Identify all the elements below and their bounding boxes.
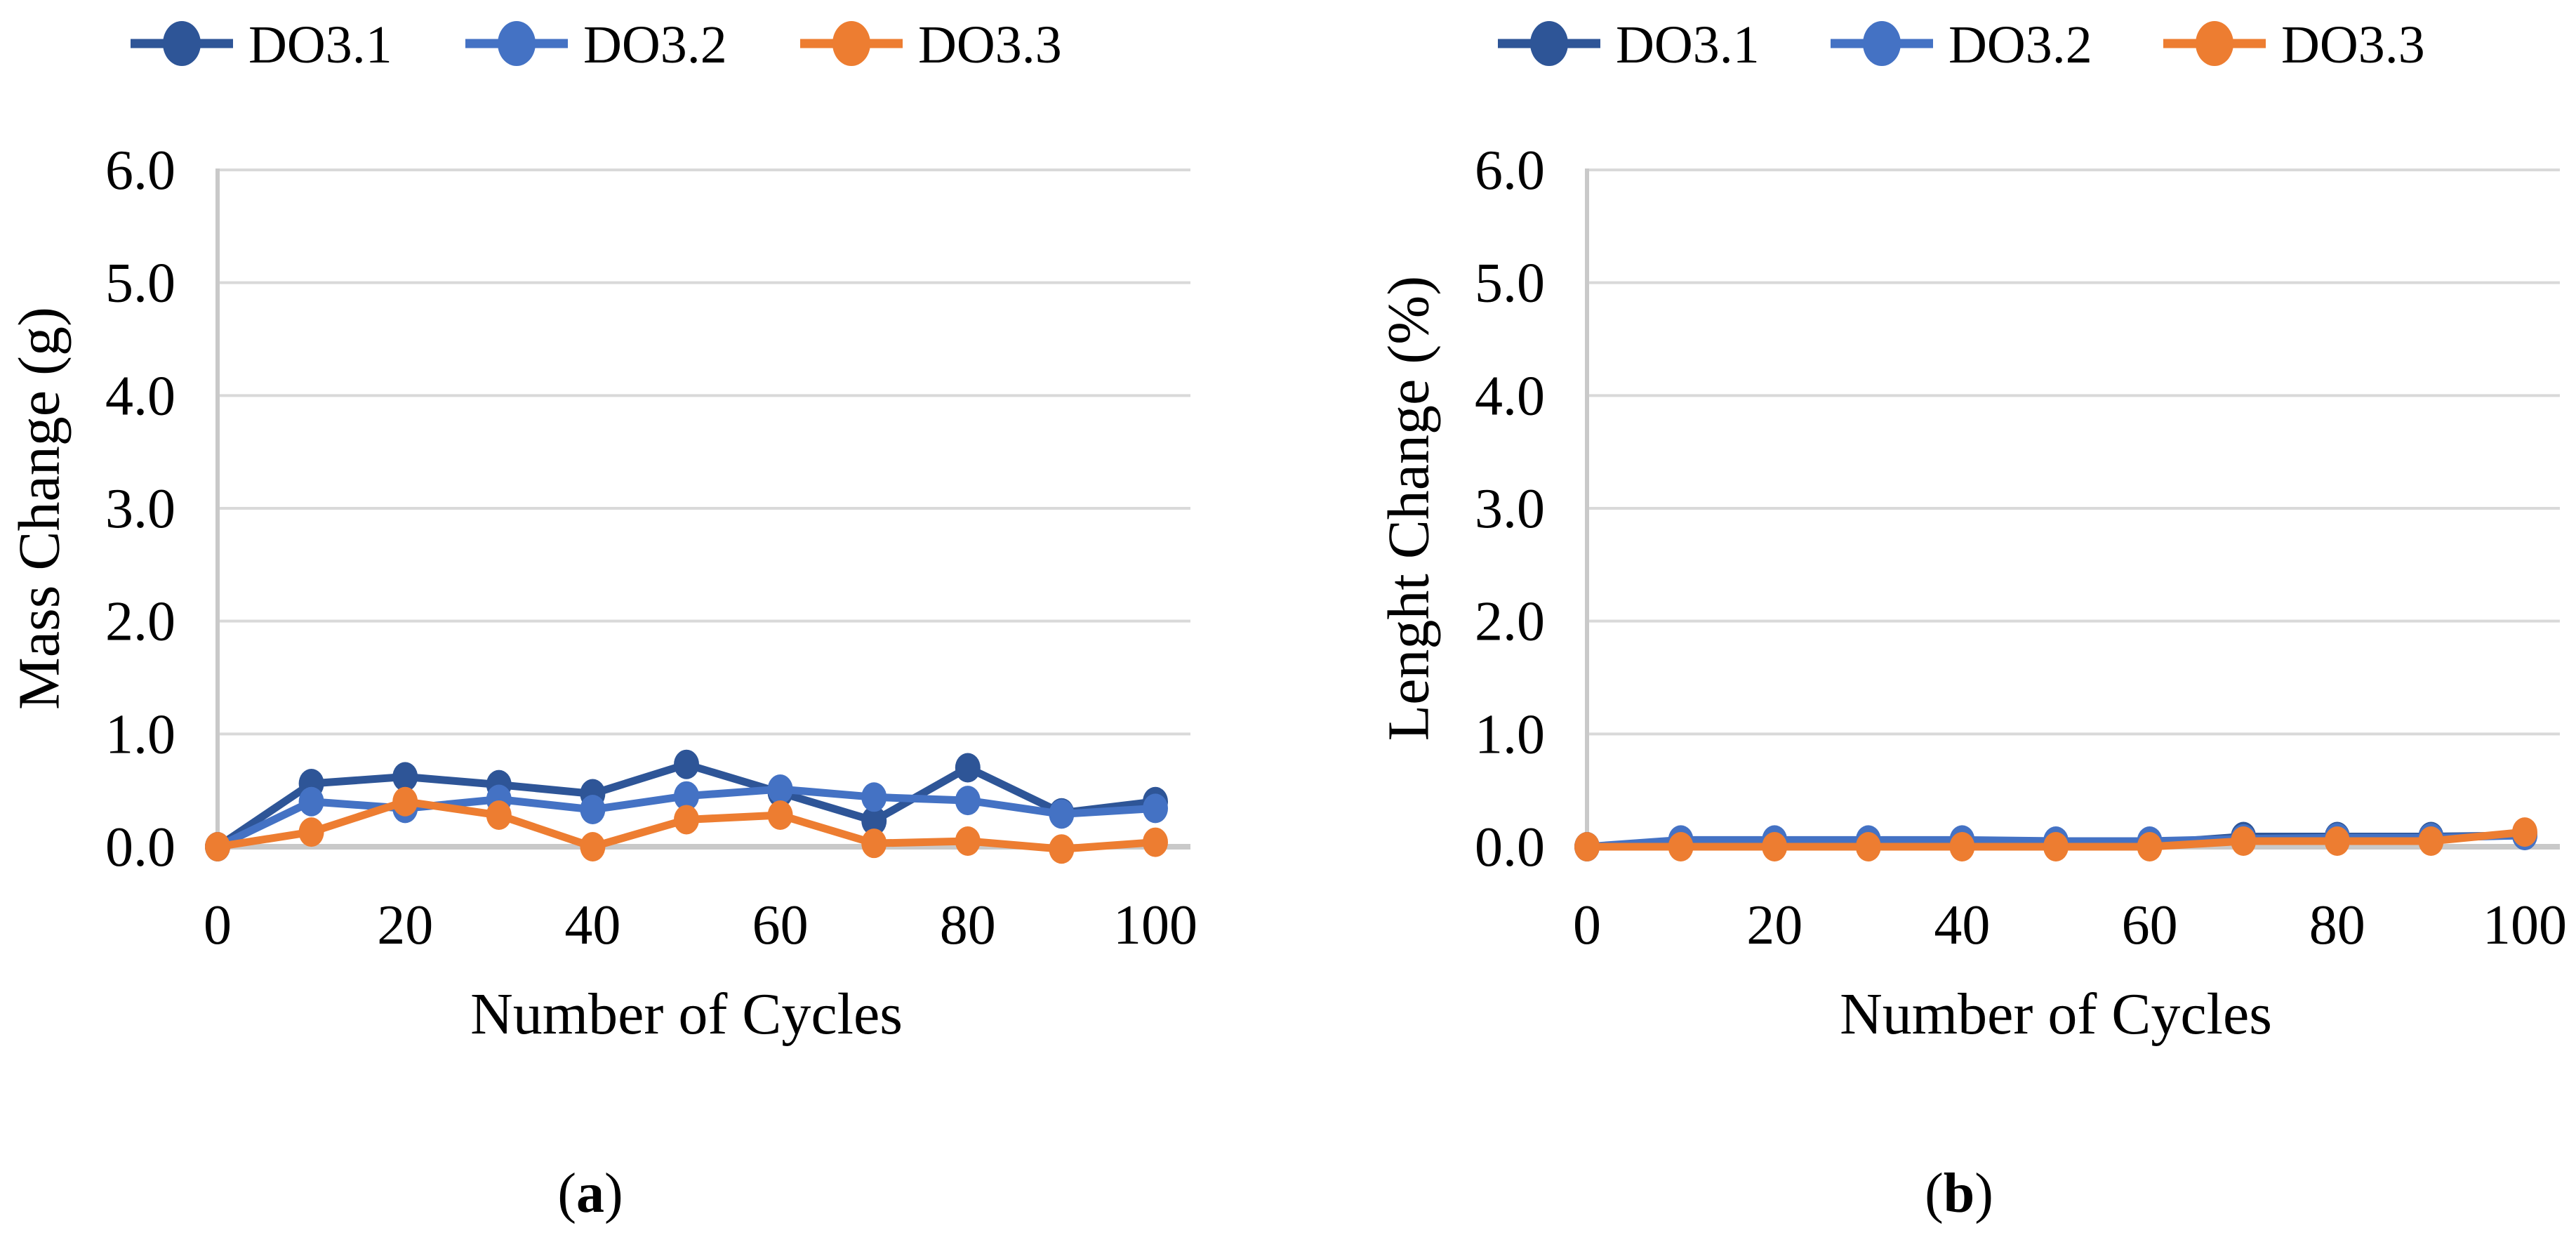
legend-dot [832, 21, 870, 66]
caption-a: (a) [557, 1163, 623, 1224]
series-marker-do3.3 [392, 786, 418, 817]
series-marker-do3.2 [580, 794, 606, 824]
x-tick-label: 0 [1573, 894, 1601, 956]
y-tick-label: 4.0 [105, 365, 175, 427]
series-marker-do3.3 [861, 828, 887, 859]
x-tick-label: 100 [2483, 894, 2567, 956]
series-marker-do3.3 [1762, 832, 1788, 861]
x-axis-title: Number of Cycles [1840, 982, 2272, 1047]
series-marker-do3.3 [674, 805, 699, 835]
y-tick-label: 6.0 [105, 140, 175, 202]
legend-dot [163, 21, 201, 66]
legend-dot [1863, 21, 1901, 66]
legend-item: DO3.1 [131, 15, 392, 74]
x-axis-title: Number of Cycles [470, 982, 903, 1047]
series-marker-do3.2 [674, 781, 699, 811]
y-tick-label: 6.0 [1475, 140, 1545, 202]
legend-item: DO3.2 [1831, 15, 2092, 74]
legend-label: DO3.1 [1616, 15, 1760, 74]
chart-panel-b: DO3.1 DO3.2 DO3.3 Lenght Change (%) 6.0 5… [1376, 15, 2567, 1224]
y-tick-label: 0.0 [1475, 817, 1545, 878]
y-tick-label: 2.0 [105, 591, 175, 653]
y-tick-label: 2.0 [1475, 591, 1545, 653]
series-marker-do3.3 [2231, 826, 2257, 856]
series-marker-do3.3 [1949, 832, 1975, 861]
legend-label: DO3.2 [1948, 15, 2092, 74]
plot-area: 6.0 5.0 4.0 3.0 2.0 1.0 0.0 0 20 40 60 80 100 [1475, 140, 2567, 956]
series-marker-do3.3 [2043, 832, 2069, 861]
series-marker-do3.3 [2512, 817, 2537, 847]
chart-panel-a: DO3.1 DO3.2 DO3.3 Mass Change (g) 6.0 5.0… [6, 15, 1197, 1224]
x-tick-label: 60 [2122, 894, 2178, 956]
series-marker-do3.3 [1574, 832, 1600, 861]
legend-label: DO3.3 [2281, 15, 2425, 74]
series-marker-do3.3 [1143, 827, 1168, 857]
legend-item: DO3.3 [2163, 15, 2425, 74]
y-axis-title: Lenght Change (%) [1376, 276, 1441, 741]
legend-item: DO3.2 [465, 15, 727, 74]
y-tick-label: 5.0 [105, 253, 175, 315]
caption-close-paren: ) [1974, 1163, 1993, 1224]
caption-open-paren: ( [1925, 1163, 1944, 1224]
series-marker-do3.3 [580, 832, 606, 861]
series-marker-do3.3 [486, 800, 512, 831]
y-tick-label: 4.0 [1475, 365, 1545, 427]
y-tick-label: 1.0 [105, 704, 175, 765]
y-tick-label: 3.0 [105, 478, 175, 540]
caption-letter: a [576, 1163, 604, 1224]
x-tick-label: 20 [377, 894, 433, 956]
legend-dot [1530, 21, 1568, 66]
legend: DO3.1 DO3.2 DO3.3 [1498, 15, 2425, 74]
series-marker-do3.3 [2137, 832, 2163, 861]
legend-label: DO3.2 [583, 15, 727, 74]
series-marker-do3.3 [298, 817, 324, 847]
y-tick-label: 5.0 [1475, 253, 1545, 315]
series-marker-do3.2 [1049, 799, 1075, 829]
legend-dot [2196, 21, 2233, 66]
x-tick-label: 100 [1113, 894, 1197, 956]
x-tick-label: 20 [1746, 894, 1802, 956]
series-marker-do3.1 [674, 749, 699, 779]
x-tick-label: 80 [940, 894, 996, 956]
caption-close-paren: ) [604, 1163, 623, 1224]
plot-area: 6.0 5.0 4.0 3.0 2.0 1.0 0.0 0 20 40 60 80 100 [105, 140, 1197, 956]
series-marker-do3.2 [767, 774, 793, 805]
y-axis-title: Mass Change (g) [6, 307, 72, 710]
series-marker-do3.1 [861, 806, 887, 836]
legend-dot [498, 21, 536, 66]
x-tick-label: 80 [2309, 894, 2365, 956]
y-tick-label: 3.0 [1475, 478, 1545, 540]
series-marker-do3.3 [955, 826, 981, 856]
x-tick-label: 40 [1934, 894, 1990, 956]
series-marker-do3.1 [955, 753, 981, 783]
y-tick-label: 0.0 [105, 817, 175, 878]
x-tick-label: 60 [752, 894, 809, 956]
series-marker-do3.2 [1143, 793, 1168, 824]
legend-label: DO3.1 [248, 15, 392, 74]
y-tick-label: 1.0 [1475, 704, 1545, 765]
series-marker-do3.2 [298, 786, 324, 817]
x-tick-label: 0 [204, 894, 232, 956]
legend: DO3.1 DO3.2 DO3.3 [131, 15, 1062, 74]
series-marker-do3.3 [2324, 826, 2350, 856]
series-marker-do3.3 [767, 800, 793, 831]
series-marker-do3.1 [392, 762, 418, 792]
series-marker-do3.2 [955, 786, 981, 816]
caption-open-paren: ( [557, 1163, 576, 1224]
series-marker-do3.3 [1668, 832, 1694, 861]
series-marker-do3.2 [861, 782, 887, 812]
series-marker-do3.3 [1049, 834, 1075, 864]
legend-item: DO3.1 [1498, 15, 1760, 74]
legend-label: DO3.3 [918, 15, 1062, 74]
legend-item: DO3.3 [800, 15, 1062, 74]
series-marker-do3.3 [2418, 826, 2444, 856]
series-marker-do3.3 [1855, 832, 1881, 861]
x-tick-label: 40 [564, 894, 620, 956]
caption-b: (b) [1925, 1163, 1993, 1224]
caption-letter: b [1944, 1163, 1975, 1224]
series-marker-do3.3 [205, 832, 230, 861]
